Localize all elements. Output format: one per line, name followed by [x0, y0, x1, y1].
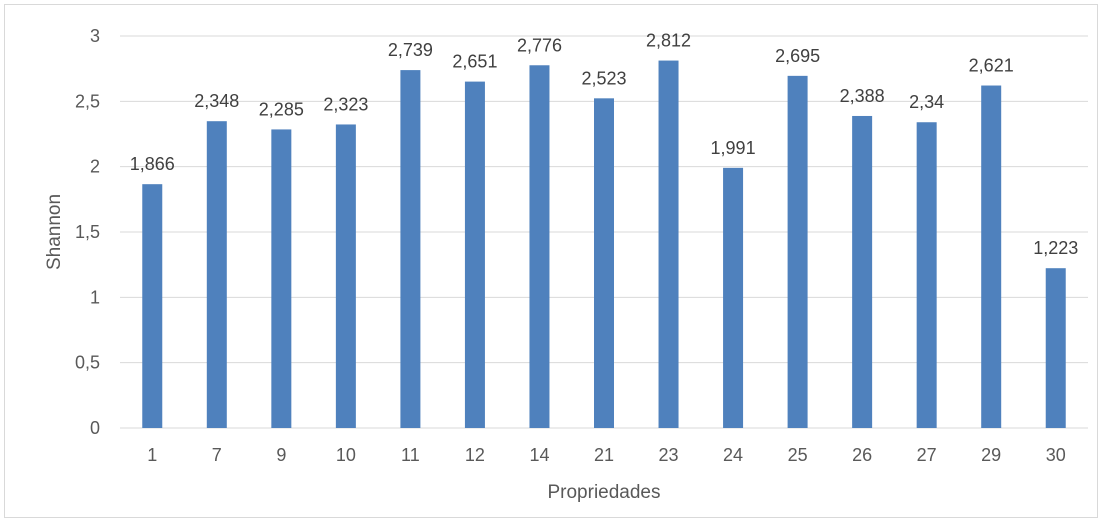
- x-tick-label: 21: [594, 445, 614, 465]
- x-tick-label: 9: [276, 445, 286, 465]
- bar: [658, 60, 679, 428]
- data-label: 1,223: [1033, 238, 1078, 258]
- y-tick-label: 0: [90, 418, 100, 438]
- x-tick-label: 24: [723, 445, 743, 465]
- data-label: 1,991: [711, 138, 756, 158]
- bar: [400, 70, 421, 428]
- x-tick-label: 10: [336, 445, 356, 465]
- bars: [142, 60, 1066, 429]
- data-label: 2,651: [452, 52, 497, 72]
- x-tick-label: 12: [465, 445, 485, 465]
- bar: [787, 75, 808, 428]
- bar: [594, 98, 614, 428]
- data-label: 2,695: [775, 46, 820, 66]
- data-label: 2,523: [581, 68, 626, 88]
- x-tick-label: 26: [852, 445, 872, 465]
- bar: [142, 184, 163, 428]
- y-tick-label: 0,5: [75, 353, 100, 373]
- y-tick-label: 1: [90, 287, 100, 307]
- data-label: 1,866: [130, 154, 175, 174]
- data-label: 2,34: [909, 92, 944, 112]
- data-label: 2,739: [388, 40, 433, 60]
- bar: [271, 129, 292, 428]
- bar: [852, 115, 873, 428]
- data-label: 2,348: [194, 91, 239, 111]
- y-tick-label: 1,5: [75, 222, 100, 242]
- x-tick-label: 14: [529, 445, 549, 465]
- x-axis-title: Propriedades: [547, 482, 660, 503]
- data-label: 2,621: [969, 56, 1014, 76]
- data-label: 2,285: [259, 99, 304, 119]
- x-tick-label: 1: [147, 445, 157, 465]
- bar: [981, 85, 1002, 428]
- bar: [464, 81, 485, 429]
- bar: [723, 167, 744, 429]
- x-tick-label: 25: [788, 445, 808, 465]
- x-tick-label: 11: [401, 445, 420, 465]
- bar: [206, 121, 227, 428]
- x-tick-label: 29: [981, 445, 1001, 465]
- y-tick-label: 2: [90, 157, 100, 177]
- x-axis-ticks: 1 7 9 10 11 12 14 21 23 24 25 26 27 29 30: [147, 445, 1065, 465]
- x-tick-label: 30: [1046, 445, 1066, 465]
- x-tick-label: 7: [212, 445, 222, 465]
- y-axis-ticks: 0 0,5 1 1,5 2 2,5 3: [75, 26, 100, 438]
- data-label: 2,388: [840, 86, 885, 106]
- data-label: 2,776: [517, 35, 562, 55]
- data-labels: 1,866 2,348 2,285 2,323 2,739 2,651 2,776 2,523…: [130, 31, 1079, 259]
- y-tick-label: 2,5: [75, 91, 100, 111]
- x-tick-label: 23: [659, 445, 679, 465]
- data-label: 2,812: [646, 31, 691, 51]
- y-axis-title: Shannon: [44, 194, 65, 270]
- chart-frame: [4, 4, 1098, 518]
- y-tick-label: 3: [90, 26, 100, 46]
- bar: [335, 124, 356, 428]
- data-label: 2,323: [323, 94, 368, 114]
- x-tick-label: 27: [917, 445, 937, 465]
- bar: [529, 65, 550, 428]
- bar: [1045, 268, 1066, 428]
- bar: [916, 122, 937, 429]
